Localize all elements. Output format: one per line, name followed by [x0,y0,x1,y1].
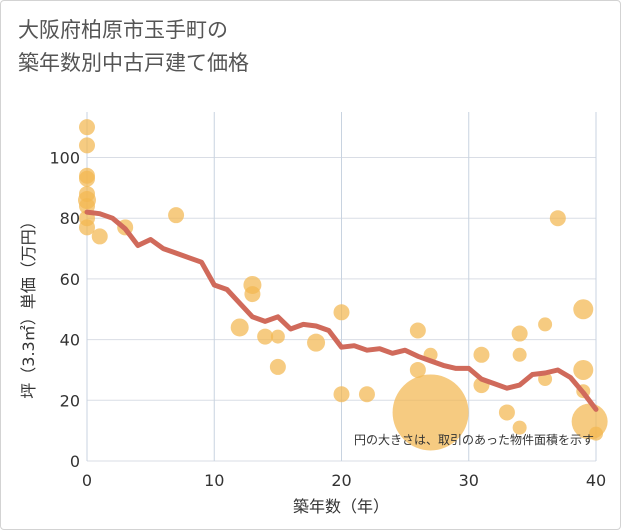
y-tick-label: 60 [60,270,80,289]
size-legend-note: 円の大きさは、取引のあった物件面積を示す [354,432,594,447]
y-axis-label: 坪（3.3㎡）単価（万円） [19,213,38,398]
x-tick-label: 40 [586,471,606,490]
scatter-point [79,119,95,136]
scatter-point [498,404,515,421]
y-tick-label: 20 [60,391,80,410]
y-tick-label: 40 [60,331,80,350]
chart-title-line-2: 築年数別中古戸建て価格 [18,51,249,75]
scatter-point [79,198,95,215]
scatter-point [257,328,274,345]
scatter-point [589,426,603,441]
scatter-point [270,329,285,344]
scatter-point [573,359,594,380]
scatter-point [549,210,566,227]
y-tick-label: 0 [70,452,80,471]
grid-lines [86,112,597,462]
scatter-point [307,333,326,352]
scatter-point [409,322,426,339]
scatter-point [333,304,350,321]
y-tick-label: 100 [49,149,80,168]
trend-line [84,209,599,412]
scatter-point [269,358,286,375]
scatter-point [409,361,426,378]
scatter-point [230,318,249,337]
x-axis-ticks: 0 10 20 30 40 [82,471,606,490]
scatter-point [168,207,185,224]
x-axis-label: 築年数（年） [293,497,389,516]
scatter-point [512,420,527,435]
chart-title: 大阪府柏原市玉手町の 築年数別中古戸建て価格 [18,14,249,80]
x-tick-label: 20 [331,471,351,490]
scatter-point [79,137,95,154]
y-tick-label: 80 [60,209,80,228]
scatter-point [91,228,108,245]
chart-title-line-1: 大阪府柏原市玉手町の [18,18,228,42]
scatter-point [473,346,490,363]
scatter-point [512,347,527,362]
scatter-point [392,374,469,451]
scatter-point [79,219,95,236]
scatter-point [511,325,528,342]
scatter-point [573,299,594,320]
scatter-point [79,170,95,187]
x-tick-label: 30 [459,471,479,490]
scatter-point [333,386,350,403]
scatter-point [244,286,261,303]
x-tick-label: 0 [82,471,92,490]
y-axis-ticks: 0 20 40 60 80 100 [49,149,80,471]
scatter-point [358,386,375,403]
x-tick-label: 10 [204,471,224,490]
scatter-point [538,317,553,332]
